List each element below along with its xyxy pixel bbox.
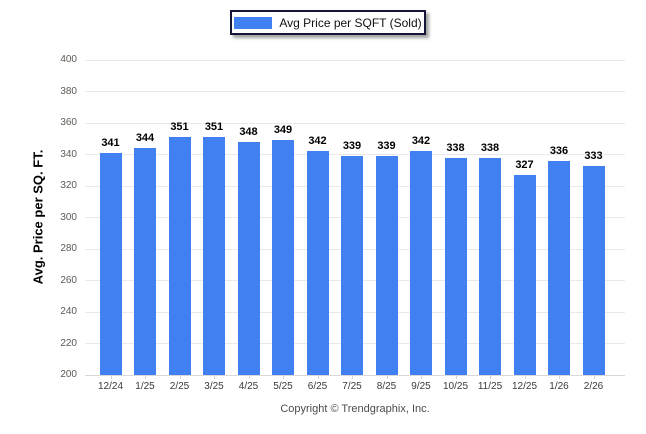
x-axis-tick	[559, 375, 560, 379]
x-axis-tick	[179, 375, 181, 379]
y-axis-tick-label: 320	[60, 180, 77, 191]
x-axis-tick-label: 1/25	[135, 381, 155, 392]
bar	[237, 141, 260, 375]
bar-value-label: 333	[584, 149, 603, 162]
y-axis-tick-label: 360	[60, 117, 77, 128]
bar	[99, 152, 122, 375]
x-axis-tick	[490, 375, 491, 379]
bar-value-label: 342	[411, 135, 431, 148]
y-axis-tick-label: 280	[60, 243, 77, 254]
legend-swatch	[234, 16, 273, 29]
x-axis-tick-label: 5/25	[273, 381, 293, 392]
x-axis-tick	[352, 375, 353, 379]
bar-value-label: 348	[239, 125, 258, 138]
bar-value-label: 336	[549, 144, 569, 157]
x-axis-line	[85, 374, 625, 376]
bar-value-label: 339	[342, 140, 362, 153]
x-axis-tick	[248, 375, 250, 379]
bar-value-label: 341	[101, 136, 120, 149]
gridline	[85, 91, 625, 92]
bar	[168, 137, 191, 375]
x-axis-tick	[524, 375, 526, 379]
x-axis-tick	[283, 375, 284, 379]
x-axis-tick	[145, 375, 146, 379]
bar	[272, 140, 294, 375]
bar-value-label: 338	[480, 141, 500, 154]
x-axis-tick	[317, 375, 319, 379]
y-axis-tick-label: 220	[60, 337, 77, 349]
bar	[444, 157, 467, 375]
chart-canvas: 200 220 240 260 280 300 320 340 360 380 400 341 12/2…	[60, 54, 625, 392]
gridline	[85, 122, 625, 124]
bar-value-label: 349	[273, 124, 293, 137]
y-axis-tick-label: 260	[60, 274, 77, 286]
bar	[582, 165, 605, 375]
x-axis-tick-label: 6/25	[307, 381, 328, 392]
bar-value-label: 339	[377, 140, 396, 153]
x-axis-tick-label: 3/25	[204, 381, 224, 392]
bar-value-label: 351	[204, 121, 224, 134]
y-axis-tick-label: 340	[60, 148, 77, 160]
bar	[306, 151, 329, 375]
y-axis-tick-label: 380	[60, 85, 77, 97]
gridline	[85, 59, 625, 61]
bar	[134, 148, 156, 375]
x-axis-tick-label: 2/25	[169, 381, 190, 392]
x-axis-tick-label: 11/25	[477, 381, 503, 392]
x-axis-tick-label: 12/24	[97, 381, 124, 392]
legend: Avg Price per SQFT (Sold)	[230, 10, 426, 35]
x-axis-tick-label: 12/25	[511, 381, 538, 392]
bar	[341, 156, 363, 375]
bar-value-label: 338	[446, 141, 465, 154]
x-axis-tick-label: 2/26	[583, 381, 604, 392]
legend-label: Avg Price per SQFT (Sold)	[279, 15, 422, 30]
x-axis-tick-label: 10/25	[442, 381, 469, 392]
copyright-text: Copyright © Trendgraphix, Inc.	[280, 403, 430, 415]
x-axis-tick-label: 7/25	[342, 381, 362, 392]
bar	[410, 151, 432, 375]
bar-value-label: 344	[135, 132, 155, 145]
y-axis-tick-label: 400	[60, 54, 77, 65]
x-axis-tick	[455, 375, 457, 379]
x-axis-tick-label: 1/26	[549, 381, 569, 392]
x-axis-tick	[386, 375, 388, 379]
x-axis-tick	[110, 375, 112, 379]
x-axis-tick-label: 9/25	[411, 381, 431, 392]
x-axis-tick-label: 8/25	[376, 381, 397, 392]
y-axis-tick-label: 240	[60, 306, 77, 317]
bar-value-label: 351	[170, 121, 189, 134]
bar	[548, 160, 570, 375]
gridline	[85, 154, 625, 155]
x-axis-tick	[421, 375, 422, 379]
y-axis-tick-label: 200	[60, 369, 77, 380]
bar	[513, 174, 536, 375]
x-axis-tick	[214, 375, 215, 379]
bar	[375, 156, 398, 375]
x-axis-tick	[593, 375, 595, 379]
y-axis-tick-label: 300	[60, 211, 77, 223]
bar-value-label: 342	[308, 135, 327, 148]
bar-value-label: 327	[515, 158, 534, 171]
x-axis-tick-label: 4/25	[238, 381, 259, 392]
bar	[203, 137, 225, 375]
bar	[479, 157, 501, 375]
